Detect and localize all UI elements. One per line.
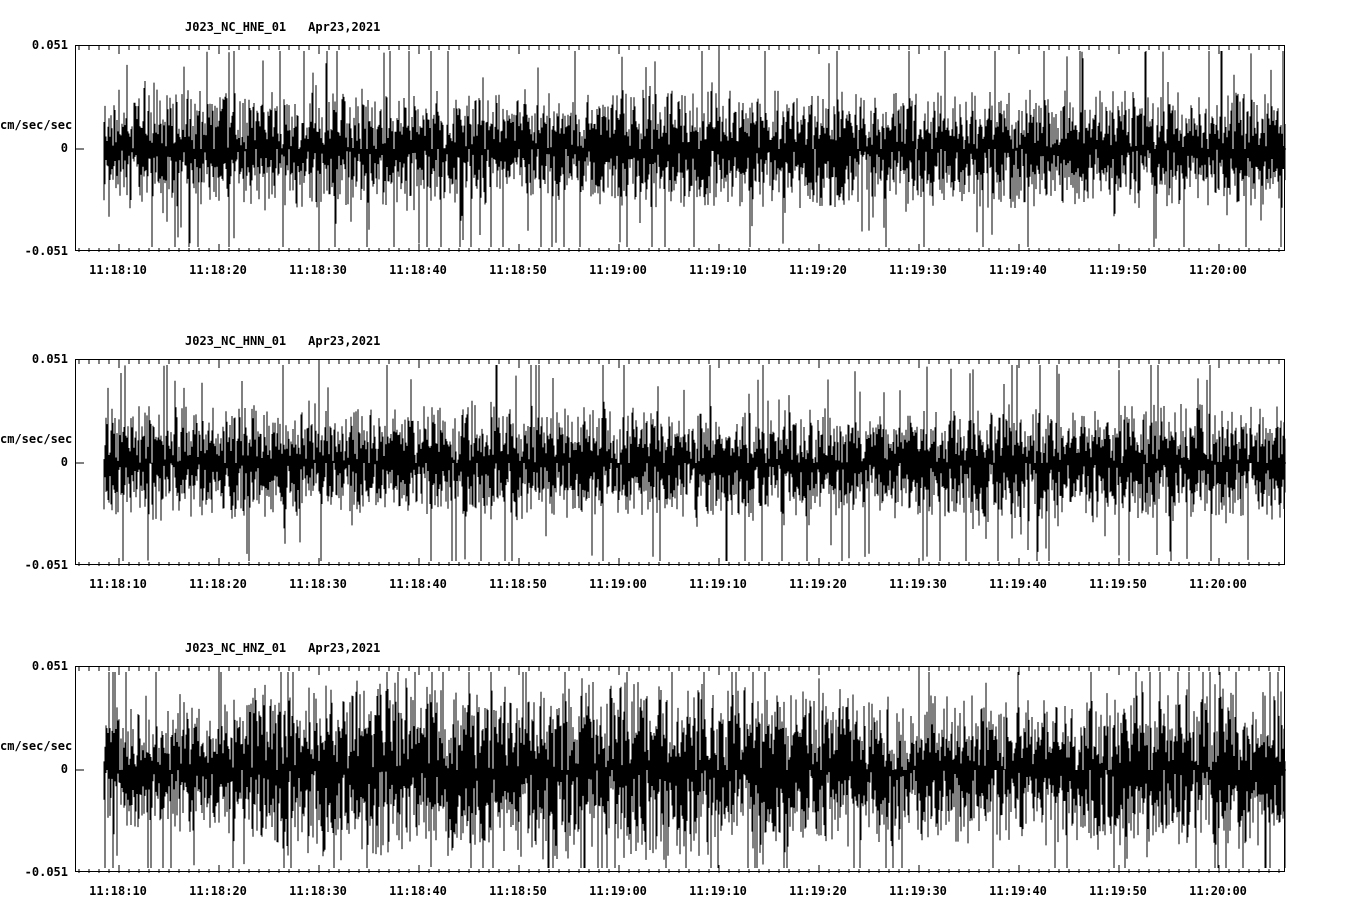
- x-tick-label: 11:19:50: [1089, 884, 1147, 898]
- waveform-plot: [76, 46, 1286, 252]
- x-tick-label: 11:19:20: [789, 577, 847, 591]
- y-axis-min-label: -0.051: [24, 865, 68, 879]
- x-tick-label: 11:20:00: [1189, 577, 1247, 591]
- y-axis-min-label: -0.051: [24, 558, 68, 572]
- panel-title: J023_NC_HNE_01 Apr23,2021: [185, 20, 380, 34]
- plot-area: [75, 666, 1286, 873]
- x-tick-label: 11:20:00: [1189, 263, 1247, 277]
- x-tick-label: 11:18:30: [289, 263, 347, 277]
- y-axis-max-label: 0.051: [31, 38, 68, 52]
- date-label: Apr23,2021: [308, 20, 381, 34]
- x-tick-label: 11:19:20: [789, 884, 847, 898]
- x-tick-label: 11:18:30: [289, 577, 347, 591]
- x-tick-label: 11:18:20: [189, 884, 247, 898]
- plot-area: [75, 45, 1286, 252]
- y-axis-zero-label: 0: [60, 141, 68, 155]
- x-tick-label: 11:18:40: [389, 577, 447, 591]
- x-tick-label: 11:19:30: [889, 884, 947, 898]
- x-tick-label: 11:19:00: [589, 577, 647, 591]
- waveform-plot: [76, 667, 1286, 873]
- x-tick-label: 11:18:10: [89, 263, 147, 277]
- panel-title: J023_NC_HNZ_01 Apr23,2021: [185, 641, 380, 655]
- x-tick-label: 11:19:00: [589, 263, 647, 277]
- x-tick-label: 11:19:30: [889, 577, 947, 591]
- x-tick-label: 11:19:40: [989, 884, 1047, 898]
- x-tick-label: 11:18:40: [389, 263, 447, 277]
- waveform-trace: [103, 51, 1286, 247]
- y-axis-units-label: cm/sec/sec: [0, 739, 73, 753]
- x-tick-label: 11:19:00: [589, 884, 647, 898]
- y-axis-min-label: -0.051: [24, 244, 68, 258]
- y-axis-units-label: cm/sec/sec: [0, 118, 73, 132]
- station-channel-label: J023_NC_HNE_01: [185, 20, 287, 34]
- y-axis-max-label: 0.051: [31, 659, 68, 673]
- axis-ticks: [76, 667, 1286, 873]
- date-label: Apr23,2021: [308, 334, 381, 348]
- seismogram-panel-hnz: J023_NC_HNZ_01 Apr23,2021 0.051 cm/sec/se…: [0, 629, 1358, 921]
- x-tick-label: 11:18:40: [389, 884, 447, 898]
- station-channel-label: J023_NC_HNN_01: [185, 334, 287, 348]
- x-tick-label: 11:19:20: [789, 263, 847, 277]
- y-axis-units-label: cm/sec/sec: [0, 432, 73, 446]
- seismogram-panel-hne: J023_NC_HNE_01 Apr23,2021 0.051 cm/sec/se…: [0, 8, 1358, 300]
- waveform-trace: [103, 672, 1286, 868]
- x-axis-labels: 11:18:10 11:18:20 11:18:30 11:18:40 11:18:50…: [0, 263, 1358, 279]
- axis-ticks: [76, 46, 1286, 252]
- x-tick-label: 11:19:30: [889, 263, 947, 277]
- x-tick-label: 11:19:10: [689, 263, 747, 277]
- date-label: Apr23,2021: [308, 641, 381, 655]
- station-channel-label: J023_NC_HNZ_01: [185, 641, 287, 655]
- waveform-plot: [76, 360, 1286, 566]
- x-tick-label: 11:18:20: [189, 263, 247, 277]
- x-tick-label: 11:18:50: [489, 263, 547, 277]
- x-tick-label: 11:20:00: [1189, 884, 1247, 898]
- x-axis-labels: 11:18:10 11:18:20 11:18:30 11:18:40 11:18:50…: [0, 884, 1358, 900]
- y-axis-zero-label: 0: [60, 455, 68, 469]
- x-tick-label: 11:19:10: [689, 577, 747, 591]
- x-tick-label: 11:19:50: [1089, 263, 1147, 277]
- plot-area: [75, 359, 1286, 566]
- waveform-trace: [103, 365, 1286, 561]
- x-tick-label: 11:18:10: [89, 884, 147, 898]
- y-axis-zero-label: 0: [60, 762, 68, 776]
- x-tick-label: 11:19:40: [989, 577, 1047, 591]
- x-tick-label: 11:18:30: [289, 884, 347, 898]
- x-tick-label: 11:19:10: [689, 884, 747, 898]
- seismogram-panel-hnn: J023_NC_HNN_01 Apr23,2021 0.051 cm/sec/se…: [0, 322, 1358, 614]
- axis-ticks: [76, 360, 1286, 566]
- x-axis-labels: 11:18:10 11:18:20 11:18:30 11:18:40 11:18:50…: [0, 577, 1358, 593]
- x-tick-label: 11:18:20: [189, 577, 247, 591]
- x-tick-label: 11:19:40: [989, 263, 1047, 277]
- x-tick-label: 11:18:50: [489, 577, 547, 591]
- y-axis-max-label: 0.051: [31, 352, 68, 366]
- x-tick-label: 11:18:10: [89, 577, 147, 591]
- x-tick-label: 11:19:50: [1089, 577, 1147, 591]
- panel-title: J023_NC_HNN_01 Apr23,2021: [185, 334, 380, 348]
- x-tick-label: 11:18:50: [489, 884, 547, 898]
